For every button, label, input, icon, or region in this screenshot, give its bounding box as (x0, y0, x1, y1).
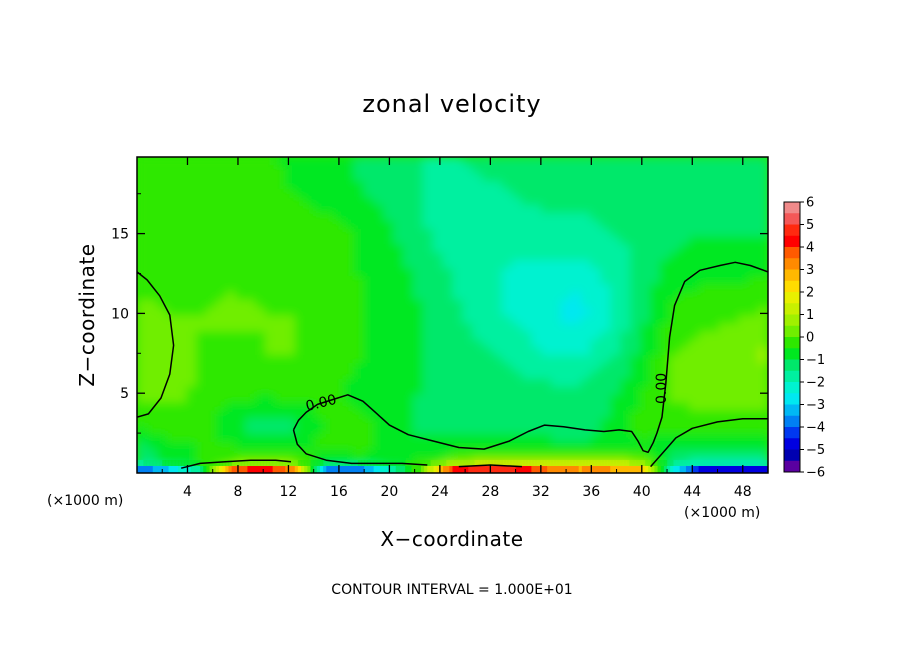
y-axis-label: Z−coordinate (75, 243, 99, 386)
zero-contour-line (292, 261, 768, 454)
colorbar-swatch (784, 314, 800, 327)
colorbar-swatch (784, 269, 800, 282)
y-tick-label: 10 (111, 306, 129, 322)
colorbar-swatch (784, 404, 800, 417)
x-tick-label: 44 (683, 484, 701, 500)
colorbar-swatch (784, 415, 800, 428)
colorbar-label: 0 (806, 331, 814, 346)
x-tick-label: 28 (481, 484, 499, 500)
x-tick-label: 32 (532, 484, 550, 500)
x-tick-label: 4 (183, 484, 192, 500)
colorbar-swatch (784, 292, 800, 304)
colorbar-label: −2 (806, 376, 825, 391)
plot-frame (136, 156, 769, 474)
colorbar-swatch (784, 359, 800, 372)
x-tick-label: 16 (330, 484, 348, 500)
colorbar-swatch (784, 235, 800, 248)
y-units-label: (×1000 m) (47, 493, 123, 509)
colorbar-swatch (784, 280, 800, 293)
colorbar-label: −4 (806, 421, 825, 436)
colorbar-swatch (784, 460, 800, 473)
x-tick-label: 40 (633, 484, 651, 500)
x-axis-label: X−coordinate (380, 527, 523, 551)
x-tick-label: 24 (431, 484, 449, 500)
contour-interval-note: CONTOUR INTERVAL = 1.000E+01 (331, 582, 572, 598)
zero-contour-line (137, 271, 175, 418)
y-tick-label: 5 (120, 386, 129, 402)
colorbar-label: −6 (806, 466, 825, 481)
heatmap-field (137, 157, 768, 473)
colorbar-swatch (784, 337, 800, 349)
zero-contour-line (650, 417, 768, 468)
colorbar-swatch (784, 303, 800, 315)
colorbar-swatch (784, 258, 800, 270)
colorbar-label: −1 (806, 353, 825, 368)
colorbar-label: 1 (806, 308, 814, 323)
colorbar-label: −3 (806, 398, 825, 413)
x-units-label: (×1000 m) (684, 505, 760, 521)
chart-title: zonal velocity (362, 90, 541, 118)
x-tick-label: 36 (582, 484, 600, 500)
x-tick-label: 20 (380, 484, 398, 500)
colorbar-swatch (784, 213, 800, 225)
colorbar-swatch (784, 247, 800, 259)
colorbar-swatch (784, 382, 800, 394)
zero-contour-line (292, 429, 428, 466)
contour-label-left: 0.00 (304, 392, 338, 415)
colorbar-swatch (784, 348, 800, 360)
contour-label-right: 0.00 (654, 373, 670, 404)
colorbar-swatch (784, 202, 800, 214)
x-tick-label: 8 (233, 484, 242, 500)
colorbar-label: −5 (806, 443, 825, 458)
x-axis-ticks: 4 8 12 16 20 24 28 32 36 40 44 48 (161, 157, 752, 500)
colorbar-label: 2 (806, 286, 814, 301)
colorbar-swatch (784, 393, 800, 405)
x-tick-label: 12 (280, 484, 298, 500)
colorbar-label: 6 (806, 196, 814, 211)
colorbar-swatch (784, 325, 800, 338)
colorbar-swatch (784, 370, 800, 383)
colorbar: 6 5 4 3 2 1 0 −1 −2 −3 −4 −5 −6 (783, 196, 825, 481)
colorbar-label: 3 (806, 263, 814, 278)
y-tick-label: 15 (111, 227, 129, 243)
colorbar-swatch (784, 224, 800, 237)
colorbar-swatch (784, 438, 800, 450)
colorbar-label: 4 (806, 241, 814, 256)
x-tick-label: 48 (734, 484, 752, 500)
colorbar-label: 5 (806, 218, 814, 233)
colorbar-swatch (784, 427, 800, 439)
y-axis-ticks: 5 10 15 (111, 193, 768, 434)
zero-contours (137, 261, 768, 469)
colorbar-swatch (784, 449, 800, 462)
zero-contour-line (181, 459, 292, 469)
